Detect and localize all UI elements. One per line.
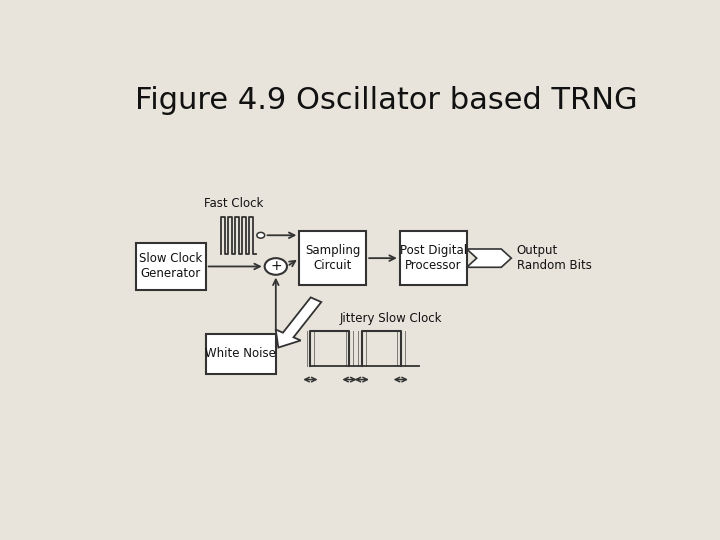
Text: Fast Clock: Fast Clock	[204, 197, 264, 210]
Text: Post Digital
Processor: Post Digital Processor	[400, 244, 467, 272]
Text: White Noise: White Noise	[205, 347, 276, 360]
FancyBboxPatch shape	[300, 231, 366, 285]
Text: Figure 4.9 Oscillator based TRNG: Figure 4.9 Oscillator based TRNG	[135, 85, 637, 114]
Circle shape	[257, 232, 265, 238]
Text: Output
Random Bits: Output Random Bits	[517, 244, 592, 272]
FancyBboxPatch shape	[400, 231, 467, 285]
FancyBboxPatch shape	[206, 334, 276, 374]
FancyArrow shape	[276, 298, 321, 348]
Text: +: +	[270, 259, 282, 273]
Polygon shape	[467, 249, 511, 267]
Text: Jittery Slow Clock: Jittery Slow Clock	[340, 312, 443, 325]
Circle shape	[265, 258, 287, 275]
Text: Slow Clock
Generator: Slow Clock Generator	[139, 253, 202, 280]
FancyBboxPatch shape	[136, 242, 206, 291]
Text: Sampling
Circuit: Sampling Circuit	[305, 244, 361, 272]
